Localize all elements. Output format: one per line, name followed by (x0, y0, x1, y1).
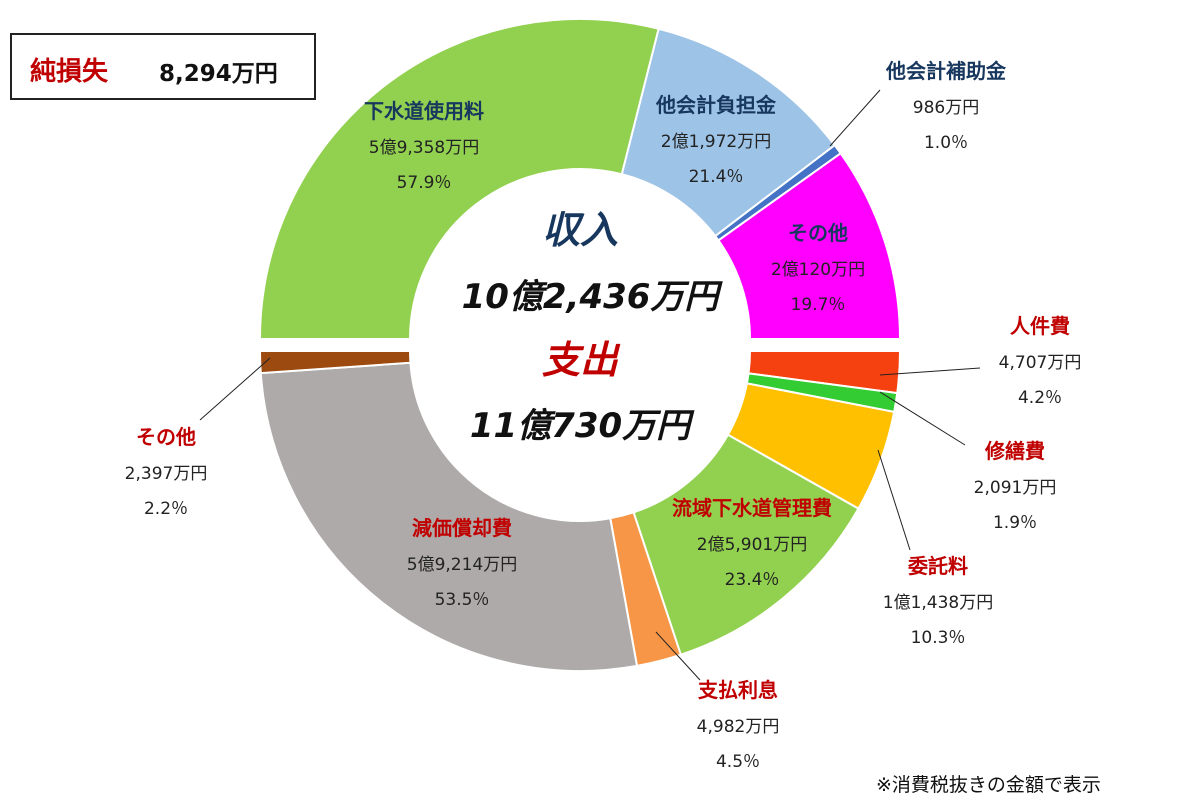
income-amount-0: 2億1,972万円 (661, 132, 771, 152)
expense-leader-line-4 (655, 631, 701, 681)
expense-label-0: 人件費 (1010, 314, 1070, 338)
expense-amount-2: 1億1,438万円 (883, 593, 993, 613)
expense-percent-6: 2.2％ (144, 499, 188, 519)
income-slice-3 (258, 18, 660, 340)
expense-leader-line-1 (879, 391, 966, 446)
income-percent-2: 19.7％ (791, 295, 846, 315)
expense-slice-6 (258, 350, 412, 375)
expense-percent-5: 53.5％ (435, 590, 490, 610)
income-leader-line-1 (829, 89, 881, 147)
tax-footnote: ※消費税抜きの金額で表示 (876, 774, 1101, 796)
expense-percent-3: 23.4％ (725, 570, 780, 590)
income-amount-3: 5億9,358万円 (369, 138, 479, 158)
expense-percent-2: 10.3％ (911, 628, 966, 648)
net-loss-label: 純損失 (30, 57, 109, 87)
expense-amount-1: 2,091万円 (974, 478, 1057, 498)
income-amount-2: 2億120万円 (771, 260, 865, 280)
income-label-2: その他 (788, 221, 848, 245)
income-label-3: 下水道使用料 (364, 99, 484, 123)
expense-slice-5 (259, 361, 639, 672)
expense-label-1: 修繕費 (984, 439, 1045, 463)
expense-label-3: 流域下水道管理費 (672, 496, 832, 520)
center-expense-total: 11億730万円 (470, 406, 695, 446)
expense-amount-3: 2億5,901万円 (697, 535, 807, 555)
center-income-title: 収入 (542, 208, 618, 252)
expense-percent-1: 1.9％ (993, 513, 1037, 533)
expense-label-6: その他 (136, 425, 196, 449)
income-label-0: 他会計負担金 (655, 93, 777, 117)
expense-label-2: 委託料 (907, 554, 968, 578)
net-loss-box: 純損失 8,294万円 (10, 33, 316, 100)
expense-amount-6: 2,397万円 (125, 464, 208, 484)
expense-amount-4: 4,982万円 (697, 717, 780, 737)
expense-amount-5: 5億9,214万円 (407, 555, 517, 575)
income-percent-1: 1.0％ (924, 133, 968, 153)
expense-leader-line-2 (877, 449, 911, 551)
income-slice-2 (717, 151, 902, 340)
expense-leader-line-6 (199, 357, 271, 421)
center-expense-title: 支出 (542, 338, 621, 382)
expense-amount-0: 4,707万円 (999, 353, 1082, 373)
expense-percent-0: 4.2％ (1018, 388, 1062, 408)
income-percent-3: 57.9％ (397, 173, 452, 193)
income-label-1: 他会計補助金 (885, 59, 1007, 83)
net-loss-value: 8,294万円 (159, 61, 278, 87)
center-income-total: 10億2,436万円 (462, 277, 724, 317)
income-percent-0: 21.4％ (689, 167, 744, 187)
expense-label-4: 支払利息 (698, 678, 778, 702)
income-amount-1: 986万円 (913, 98, 979, 118)
expense-percent-4: 4.5％ (716, 752, 760, 772)
expense-label-5: 減価償却費 (412, 516, 512, 540)
expense-leader-line-0 (879, 367, 981, 376)
